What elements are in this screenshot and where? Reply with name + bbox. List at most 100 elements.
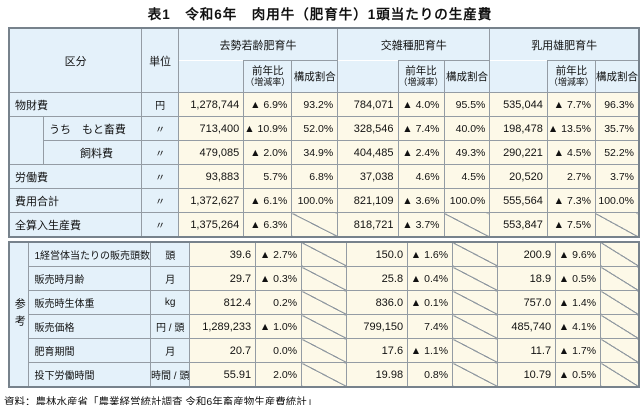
share-cell: 34.9% xyxy=(291,140,339,165)
share-cell-diagonal xyxy=(301,241,348,267)
value-cell: 818,721 xyxy=(337,212,399,238)
value-cell: 485,740 xyxy=(497,314,557,339)
header-yoy-3: 前年比 （増減率） xyxy=(546,60,596,93)
share-cell-diagonal xyxy=(600,266,640,291)
share-cell-diagonal xyxy=(452,362,499,388)
value-cell: 1,375,264 xyxy=(177,212,245,238)
row-label: 販売時月齢 xyxy=(28,266,152,291)
side-label-reference: 参考 xyxy=(8,241,30,388)
value-cell: 150.0 xyxy=(346,241,409,267)
yoy-cell: ▲ 0.5% xyxy=(555,362,602,388)
indent-gutter xyxy=(8,116,45,165)
yoy-cell: 4.6% xyxy=(397,164,445,189)
share-cell: 100.0% xyxy=(594,188,640,213)
table-row-labor-cost: 労働費 〃 93,883 5.7% 6.8% 37,038 4.6% 4.5% … xyxy=(8,164,640,189)
row-label: 全算入生産費 xyxy=(8,212,143,238)
value-cell: 200.9 xyxy=(497,241,557,267)
share-cell: 100.0% xyxy=(291,188,339,213)
unit-cell: 月 xyxy=(150,338,191,363)
yoy-cell: ▲ 1.6% xyxy=(407,241,454,267)
share-cell-diagonal xyxy=(452,314,499,339)
source-note: 資料：農林水産省「農業経営統計調査 令和6年畜産物生産費統計」 xyxy=(4,396,318,405)
row-label: 物財費 xyxy=(8,92,143,117)
yoy-cell: ▲ 3.6% xyxy=(397,188,445,213)
value-cell: 799,150 xyxy=(346,314,409,339)
yoy-cell: ▲ 2.4% xyxy=(397,140,445,165)
value-cell: 553,847 xyxy=(489,212,548,238)
yoy-cell: ▲ 3.7% xyxy=(397,212,445,238)
value-cell: 328,546 xyxy=(337,116,399,141)
share-cell-diagonal xyxy=(301,314,348,339)
value-cell: 37,038 xyxy=(337,164,399,189)
yoy-cell: ▲ 4.0% xyxy=(397,92,445,117)
row-label: 肥育期間 xyxy=(28,338,152,363)
value-cell: 784,071 xyxy=(337,92,399,117)
value-cell: 10.79 xyxy=(497,362,557,388)
unit-cell: 〃 xyxy=(141,116,179,141)
yoy-cell: ▲ 7.5% xyxy=(546,212,596,238)
table-row-feed-cost: 飼料費 〃 479,085 ▲ 2.0% 34.9% 404,485 ▲ 2.4… xyxy=(9,140,640,165)
value-cell: 11.7 xyxy=(497,338,557,363)
unit-cell: 円 xyxy=(141,92,179,117)
yoy-cell: 5.7% xyxy=(243,164,293,189)
cost-table-main: 区分 単位 去勢若齢肥育牛 交雑種肥育牛 乳用雄肥育牛 前年比 （増減率） 構成割… xyxy=(8,27,640,238)
row-label: 販売時生体重 xyxy=(28,290,152,315)
yoy-cell: ▲ 7.4% xyxy=(397,116,445,141)
yoy-cell: 2.7% xyxy=(546,164,596,189)
value-cell: 1,278,744 xyxy=(177,92,245,117)
share-cell-diagonal xyxy=(600,314,640,339)
value-cell: 757.0 xyxy=(497,290,557,315)
yoy-cell: ▲ 7.7% xyxy=(546,92,596,117)
cost-table-reference: 参考 1経営体当たりの販売頭数 頭 39.6 ▲ 2.7% 150.0 ▲ 1.… xyxy=(8,241,640,388)
unit-cell: 〃 xyxy=(141,140,179,165)
share-cell-diagonal xyxy=(600,241,640,267)
share-cell-diagonal xyxy=(600,290,640,315)
value-cell: 19.98 xyxy=(346,362,409,388)
yoy-cell: ▲ 4.5% xyxy=(546,140,596,165)
share-cell-diagonal xyxy=(600,362,640,388)
yoy-cell: ▲ 0.3% xyxy=(255,266,303,291)
share-cell-diagonal xyxy=(452,290,499,315)
yoy-cell: 0.0% xyxy=(255,338,303,363)
value-cell: 39.6 xyxy=(189,241,257,267)
share-cell-diagonal xyxy=(301,362,348,388)
yoy-cell: ▲ 1.4% xyxy=(555,290,602,315)
share-cell: 49.3% xyxy=(443,140,491,165)
share-cell: 100.0% xyxy=(443,188,491,213)
value-cell: 1,289,233 xyxy=(189,314,257,339)
header-row-groups: 区分 単位 去勢若齢肥育牛 交雑種肥育牛 乳用雄肥育牛 xyxy=(8,27,640,93)
value-cell: 20,520 xyxy=(489,164,548,189)
yoy-cell: ▲ 0.1% xyxy=(407,290,454,315)
share-cell-diagonal xyxy=(301,266,348,291)
header-share-1: 構成割合 xyxy=(291,60,339,93)
unit-cell: kg xyxy=(150,290,191,315)
table-title: 表1 令和6年 肉用牛（肥育牛）1頭当たりの生産費 xyxy=(147,7,493,22)
row-label: 労働費 xyxy=(8,164,143,189)
share-cell-diagonal xyxy=(301,290,348,315)
unit-cell: 〃 xyxy=(141,188,179,213)
value-cell: 20.7 xyxy=(189,338,257,363)
yoy-cell: ▲ 0.5% xyxy=(555,266,602,291)
share-cell-diagonal xyxy=(600,338,640,363)
share-cell-diagonal xyxy=(452,338,499,363)
header-group-3: 乳用雄肥育牛 xyxy=(489,27,640,61)
yoy-cell: ▲ 4.1% xyxy=(555,314,602,339)
value-cell: 821,109 xyxy=(337,188,399,213)
table-row-fattening-period: 肥育期間 月 20.7 0.0% 17.6 ▲ 1.1% 11.7 ▲ 1.7% xyxy=(9,338,640,363)
share-cell: 96.3% xyxy=(594,92,640,117)
value-cell: 198,478 xyxy=(489,116,548,141)
unit-cell: 月 xyxy=(150,266,191,291)
value-cell: 29.7 xyxy=(189,266,257,291)
yoy-cell: ▲ 10.9% xyxy=(243,116,293,141)
yoy-cell: ▲ 6.9% xyxy=(243,92,293,117)
table-row-age-at-sale: 販売時月齢 月 29.7 ▲ 0.3% 25.8 ▲ 0.4% 18.9 ▲ 0… xyxy=(9,266,640,291)
table-row-material-costs: 物財費 円 1,278,744 ▲ 6.9% 93.2% 784,071 ▲ 4… xyxy=(8,92,640,117)
yoy-cell: 2.0% xyxy=(255,362,303,388)
yoy-cell: ▲ 6.3% xyxy=(243,212,293,238)
unit-cell: 時間 / 頭 xyxy=(150,362,191,388)
header-share-2: 構成割合 xyxy=(443,60,491,93)
header-yoy-1: 前年比 （増減率） xyxy=(243,60,293,93)
table-row-head-sold: 参考 1経営体当たりの販売頭数 頭 39.6 ▲ 2.7% 150.0 ▲ 1.… xyxy=(8,241,640,388)
value-cell: 555,564 xyxy=(489,188,548,213)
share-cell: 40.0% xyxy=(443,116,491,141)
